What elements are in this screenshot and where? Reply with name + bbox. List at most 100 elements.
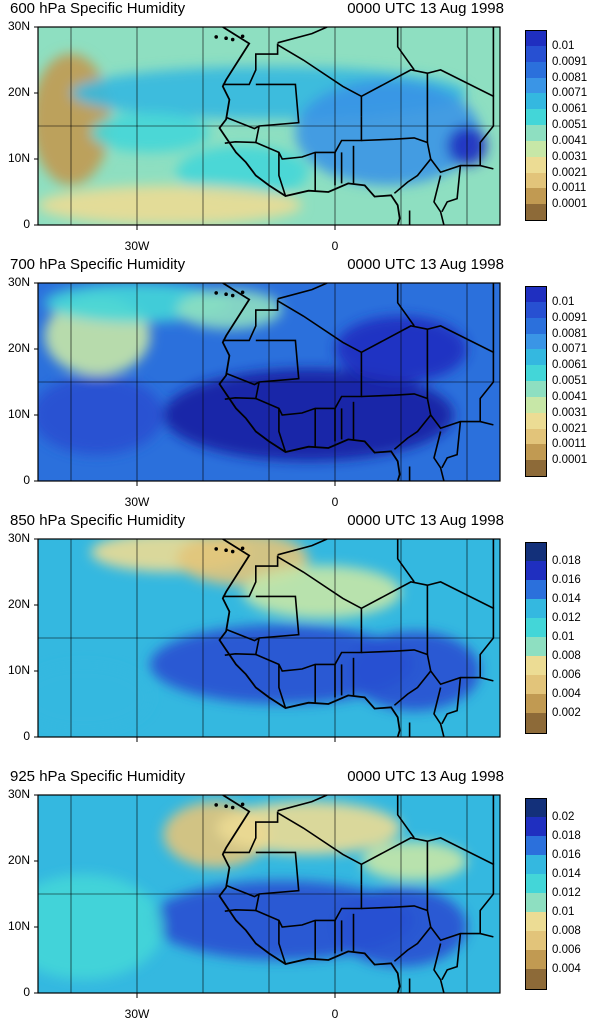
country-border: [224, 637, 260, 656]
colorbar-label: 0.014: [552, 593, 581, 605]
country-border: [433, 943, 445, 993]
island-mark: [214, 35, 218, 39]
colorbar-swatch: [525, 444, 547, 461]
colorbar-swatch: [525, 969, 547, 990]
island-mark: [240, 546, 245, 551]
country-border: [224, 381, 260, 400]
panel-time: 0000 UTC 13 Aug 1998: [347, 0, 504, 17]
country-border: [441, 421, 462, 469]
country-border: [225, 339, 300, 386]
country-border: [361, 905, 432, 962]
colorbar-label: 0.0091: [552, 311, 588, 324]
country-border: [277, 539, 328, 556]
colorbar-label: 0.0041: [552, 134, 588, 147]
lon-label: 30W: [124, 1007, 150, 1021]
country-border: [396, 795, 415, 839]
colorbar-label: 0.016: [552, 849, 581, 861]
map-panel-1: 600 hPa Specific Humidity 0000 UTC 13 Aug…: [0, 0, 600, 256]
island-mark: [240, 290, 245, 295]
colorbar-label: 0.006: [552, 944, 581, 956]
lon-label: 0: [331, 239, 339, 253]
map-panel-3: 850 hPa Specific Humidity 0000 UTC 13 Aug…: [0, 512, 600, 768]
panel-title: 925 hPa Specific Humidity: [10, 768, 186, 785]
country-border: [441, 933, 462, 981]
colorbar-swatch: [525, 817, 547, 837]
colorbar-swatch: [525, 365, 547, 382]
colorbar-label: 0.0061: [552, 359, 588, 372]
humidity-blob: [38, 185, 302, 225]
country-border: [224, 893, 260, 912]
lat-label: 10N: [7, 407, 30, 421]
lon-label: 30W: [124, 239, 150, 253]
country-border: [225, 83, 300, 130]
colorbar-swatch: [525, 140, 547, 158]
country-border: [361, 581, 428, 610]
country-border: [277, 44, 363, 117]
colorbar-swatch: [525, 93, 547, 110]
humidity-map: [34, 282, 501, 486]
colorbar-swatch: [525, 561, 547, 581]
lat-label: 10N: [7, 919, 30, 933]
lat-label: 0: [23, 729, 30, 743]
country-border: [278, 664, 287, 709]
country-border: [222, 555, 279, 598]
map-frame: [37, 794, 501, 994]
country-border: [277, 283, 328, 300]
colorbar-label: 0.01: [552, 39, 575, 52]
colorbar-swatch: [525, 30, 547, 48]
colorbar-swatch: [525, 77, 547, 94]
island-mark: [230, 805, 235, 810]
lat-label: 20N: [7, 853, 30, 867]
panel-title: 700 hPa Specific Humidity: [10, 256, 186, 273]
colorbar-label: 0.02: [552, 811, 575, 823]
colorbar-swatch: [525, 45, 547, 63]
island-mark: [224, 804, 228, 809]
lat-label: 20N: [7, 597, 30, 611]
island-mark: [214, 291, 218, 295]
colorbar-label: 0.0061: [552, 103, 588, 116]
humidity-blob: [90, 112, 210, 153]
country-border: [222, 299, 279, 342]
island-mark: [230, 37, 235, 42]
country-border: [396, 539, 415, 583]
colorbar-label: 0.0071: [552, 87, 588, 100]
humidity-blob: [176, 145, 309, 199]
colorbar-label: 0.014: [552, 868, 581, 880]
country-border: [222, 811, 279, 854]
island-mark: [224, 292, 228, 297]
panel-time: 0000 UTC 13 Aug 1998: [347, 256, 504, 273]
lat-label: 10N: [7, 151, 30, 165]
country-border: [433, 687, 445, 737]
humidity-blob: [348, 631, 481, 711]
humidity-map: [34, 794, 501, 998]
island-mark: [214, 803, 218, 807]
colorbar-swatch: [525, 381, 547, 398]
colorbar-swatch: [525, 580, 547, 600]
colorbar-swatch: [525, 412, 547, 429]
lat-label: 10N: [7, 663, 30, 677]
island-mark: [240, 802, 245, 807]
humidity-blob: [38, 375, 164, 455]
island-mark: [230, 549, 235, 554]
colorbar-label: 0.0021: [552, 422, 588, 435]
country-border: [430, 670, 494, 686]
colorbar-swatch: [525, 396, 547, 414]
country-border: [361, 393, 432, 450]
country-border: [277, 300, 363, 373]
colorbar-label: 0.0011: [552, 438, 587, 451]
colorbar-swatch: [525, 713, 547, 734]
coastline: [218, 27, 401, 225]
colorbar-label: 0.01: [552, 295, 575, 308]
map-panel-2: 700 hPa Specific Humidity 0000 UTC 13 Aug…: [0, 256, 600, 512]
colorbar-label: 0.0091: [552, 55, 588, 68]
map-frame: [37, 282, 501, 482]
country-border: [361, 325, 428, 354]
colorbar-swatch: [525, 637, 547, 657]
colorbar-swatch: [525, 109, 547, 126]
colorbar-swatch: [525, 460, 547, 478]
country-border: [278, 152, 287, 197]
country-border: [278, 408, 287, 453]
map-frame: [37, 538, 501, 738]
country-border: [278, 920, 287, 965]
country-border: [277, 27, 328, 44]
